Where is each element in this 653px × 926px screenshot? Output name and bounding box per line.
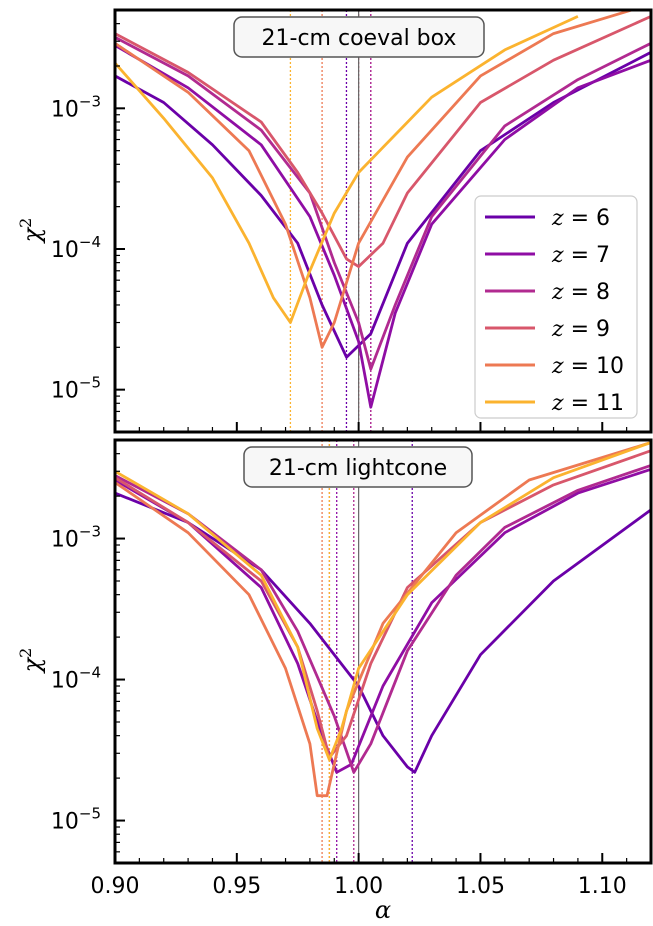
x-tick-label: 0.95	[212, 874, 261, 899]
series-line-z7	[115, 44, 651, 409]
series-line-z11	[115, 15, 579, 324]
legend-label: z = 8	[551, 280, 610, 305]
x-axis	[114, 422, 628, 432]
panel-title: 21-cm coeval box	[262, 26, 457, 51]
panel-title-frame	[233, 16, 485, 58]
coeval-box-panel: 10−510−410−3 χ2 21-cm coeval box z = 6z …	[16, 8, 653, 434]
series-group	[115, 10, 651, 409]
series-line-z7	[115, 467, 651, 774]
y-axis-label: χ2	[16, 648, 46, 675]
x-tick-label: 0.90	[91, 874, 140, 899]
panel-title-frame	[243, 446, 473, 488]
legend-label: z = 7	[551, 243, 610, 268]
x-tick-label: 1.10	[578, 874, 627, 899]
legend: z = 6 z = 7 z = 8 z = 9 z = 10 z = 11	[474, 195, 638, 419]
panel-title-box: 21-cm coeval box	[233, 16, 485, 58]
x-tick-label: 1.00	[334, 874, 383, 899]
legend-frame	[474, 195, 638, 419]
lightcone-panel: 10−5 10−4 10−3 0.90 0.95 1.00 1.05 1.10 χ2 α 2…	[16, 438, 653, 924]
y-tick-label: 10−3	[51, 92, 101, 122]
y-axis: 10−5 10−4 10−3	[51, 9, 125, 422]
panel-title-box: 21-cm lightcone	[243, 446, 473, 488]
panel-title: 21-cm lightcone	[269, 456, 447, 481]
y-tick-label: 10−4	[51, 664, 101, 694]
y-axis-label: χ2	[16, 218, 46, 245]
series-line-z11	[115, 441, 651, 762]
axes-frame	[113, 438, 653, 865]
y-tick-label: 10−4	[51, 233, 101, 263]
x-axis: 0.90 0.95 1.00 1.05 1.10	[91, 853, 628, 899]
legend-label: z = 10	[551, 354, 624, 379]
x-axis-label: α	[375, 896, 391, 924]
series-line-z10	[115, 10, 637, 349]
y-tick-label: 10−5	[51, 805, 101, 835]
series-line-z8	[115, 36, 651, 371]
legend-label: z = 11	[551, 391, 624, 416]
minimum-lines	[321, 440, 413, 863]
x-tick-label: 1.05	[456, 874, 505, 899]
legend-label: z = 6	[551, 206, 610, 231]
series-line-z8	[115, 464, 651, 774]
y-tick-label: 10−5	[51, 374, 101, 404]
series-line-z10	[115, 441, 651, 798]
legend-label: z = 9	[551, 317, 610, 342]
y-tick-label: 10−3	[51, 523, 101, 553]
series-group	[115, 441, 651, 798]
